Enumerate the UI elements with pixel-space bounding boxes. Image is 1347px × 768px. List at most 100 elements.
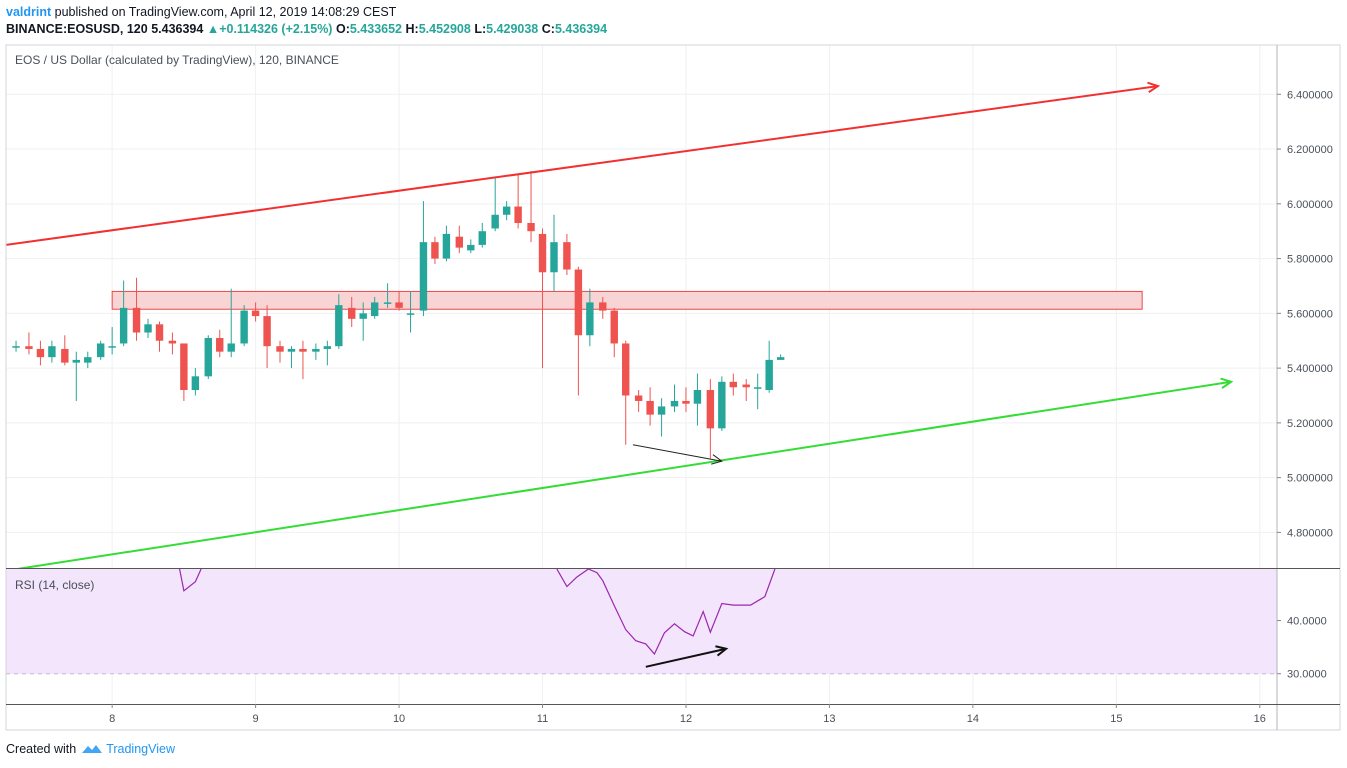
candle-body [61, 348, 69, 363]
candle-down [395, 291, 403, 311]
candle-body [431, 242, 439, 259]
created-with-text: Created with [6, 742, 77, 756]
symbol-line: BINANCE:EOSUSD, 120 [6, 22, 148, 36]
chart-frame [5, 44, 1341, 731]
candle-up [12, 340, 20, 352]
candle-down [706, 379, 715, 459]
candle-body [180, 343, 188, 391]
candle-down [622, 340, 630, 445]
candle-body [370, 302, 379, 317]
candles [12, 170, 785, 459]
price-tick-label: 6.000000 [1287, 199, 1333, 211]
rsi-line [178, 569, 202, 592]
candle-down [599, 296, 607, 319]
candle-body [406, 313, 415, 315]
candle-up [96, 340, 105, 360]
high-value: 5.452908 [418, 22, 471, 36]
candle-up [144, 318, 152, 338]
candle-body [538, 233, 547, 273]
last-price: 5.436394 [151, 22, 204, 36]
publish-text: published on TradingView.com, April 12, … [54, 5, 397, 19]
candle-body [155, 324, 164, 341]
candle-up [370, 296, 379, 319]
candle-down [646, 387, 654, 426]
price-lower-low-arrow [632, 444, 722, 462]
candle-down [682, 387, 690, 412]
low-label: L: [474, 22, 487, 36]
candle-body [276, 346, 284, 352]
rsi-title: RSI (14, close) [15, 578, 94, 592]
chart-title: EOS / US Dollar (calculated by TradingVi… [15, 53, 339, 67]
candle-body [168, 340, 177, 344]
price-tick-label: 5.400000 [1287, 363, 1333, 375]
candle-down [36, 340, 45, 366]
candle-body [729, 381, 738, 388]
candle-body [622, 343, 630, 396]
outer-frame [5, 44, 1341, 731]
candle-down [168, 332, 177, 355]
candle-up [502, 201, 511, 221]
candle-body [610, 310, 618, 344]
change-up-icon: ▲ [206, 22, 220, 36]
candle-body [299, 348, 307, 352]
candle-up [84, 351, 92, 369]
candle-up [323, 340, 332, 366]
candle-body [693, 390, 702, 404]
candle-body [240, 310, 248, 344]
candle-body [574, 269, 583, 336]
time-tick-label: 14 [967, 713, 979, 725]
candle-body [251, 310, 260, 317]
time-tick-label: 15 [1110, 713, 1122, 725]
candle-body [12, 346, 20, 348]
candle-body [514, 206, 522, 223]
candle-down [455, 225, 464, 254]
candle-body [742, 384, 750, 388]
price-tick-label: 4.800000 [1287, 527, 1333, 539]
candle-up [765, 340, 773, 393]
rsi-tick-label: 30.0000 [1287, 669, 1327, 681]
rsi-axis: 30.0000 40.0000 [1277, 616, 1327, 681]
candle-body [25, 346, 33, 349]
candle-body [227, 343, 235, 352]
candle-up [227, 288, 235, 358]
candle-body [682, 400, 690, 404]
candle-body [776, 357, 785, 360]
candle-body [263, 316, 271, 347]
trend-lines [6, 81, 1234, 568]
candle-up [204, 335, 212, 380]
candle-body [657, 406, 666, 415]
candle-down [180, 343, 188, 401]
symbol-info: BINANCE:EOSUSD, 120 5.436394 ▲+0.114326 … [6, 22, 607, 36]
candle-body [550, 242, 558, 273]
candle-up [312, 343, 320, 360]
candle-body [323, 346, 332, 349]
candle-body [359, 313, 367, 319]
time-tick-label: 10 [393, 713, 405, 725]
candle-down [25, 332, 33, 355]
open-label: O: [335, 22, 350, 36]
candle-body [586, 302, 594, 336]
candle-up [491, 176, 499, 232]
candle-up [359, 302, 367, 341]
time-axis: 8 9 10 11 12 13 14 15 16 [109, 704, 1266, 725]
author-link[interactable]: valdrint [6, 5, 52, 19]
candle-body [502, 206, 511, 215]
candle-body [191, 376, 200, 391]
candle-body [312, 348, 320, 352]
change-value: +0.114326 (+2.15%) [219, 22, 333, 36]
candle-up [670, 384, 679, 412]
candle-up [108, 327, 116, 355]
tradingview-brand-link[interactable]: TradingView [106, 742, 175, 756]
candle-down [729, 373, 738, 396]
candle-up [191, 368, 200, 396]
candle-down [574, 266, 583, 396]
rsi-line [556, 569, 776, 656]
support-trend-line [17, 380, 1232, 568]
candle-up [718, 376, 726, 432]
support-trend-line-head [1220, 377, 1234, 389]
candle-body [119, 307, 128, 344]
candle-up [693, 373, 702, 426]
candle-down [251, 302, 260, 322]
rsi-higher-low-arrow [645, 647, 727, 668]
